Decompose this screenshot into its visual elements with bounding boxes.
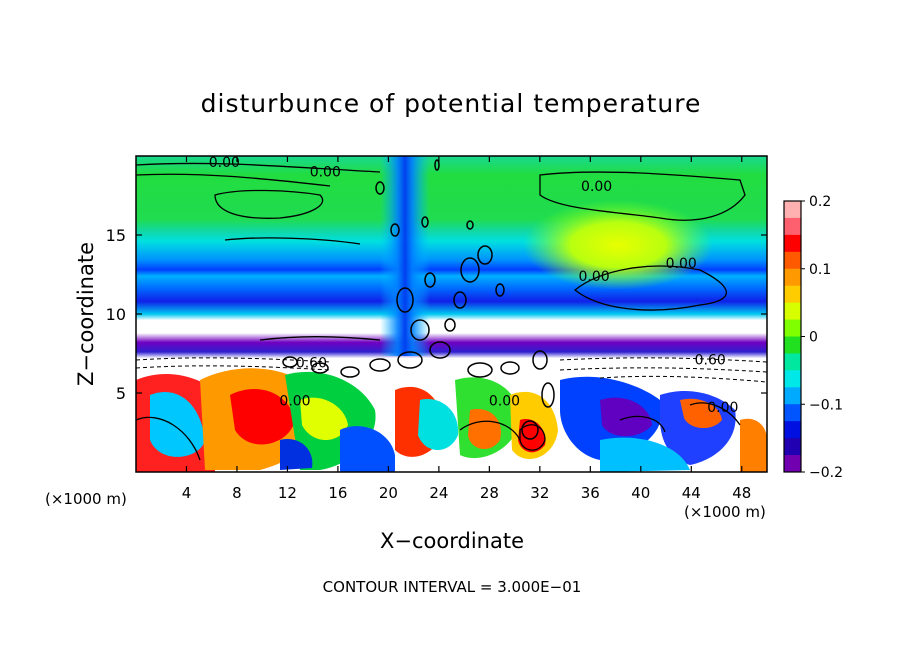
x-unit-right: (×1000 m)	[684, 503, 766, 521]
turbulent-contour-clusters	[282, 159, 555, 440]
contour-label: 0.00	[579, 269, 610, 285]
colorbar-tick-label: 0.2	[809, 194, 831, 210]
x-tick-label: 48	[732, 484, 751, 502]
colorbar-swatch	[784, 285, 801, 304]
colorbar-swatch	[784, 251, 801, 270]
dashed-contours	[136, 357, 767, 383]
x-unit-left: (×1000 m)	[45, 490, 127, 508]
contour-label: 0.00	[666, 256, 697, 272]
contour-label: 0.00	[279, 394, 310, 410]
y-axis-label: Z−coordinate	[74, 242, 98, 386]
contour-label: 0.00	[310, 165, 341, 181]
x-tick-label: 4	[182, 484, 192, 502]
colorbar-swatch	[784, 268, 801, 287]
x-axis-label: X−coordinate	[380, 529, 524, 553]
x-tick-label: 12	[278, 484, 297, 502]
y-tick-label: 10	[106, 305, 126, 324]
contour-interval-note: CONTOUR INTERVAL = 3.000E−01	[323, 578, 582, 596]
colorbar-swatch	[784, 404, 801, 422]
x-tick-label: 16	[328, 484, 347, 502]
contour-label: 0.00	[489, 394, 520, 410]
tick-marks	[136, 156, 767, 472]
colorbar-tick-label: −0.2	[809, 465, 843, 481]
x-tick-label: 40	[631, 484, 650, 502]
colorbar-swatch	[784, 234, 801, 253]
colorbar-swatch	[784, 353, 801, 371]
colorbar-swatch	[784, 217, 801, 236]
x-tick-label: 32	[530, 484, 549, 502]
y-tick-label: 5	[116, 384, 126, 403]
colorbar-swatch	[784, 370, 801, 388]
colorbar-tick-label: −0.1	[809, 397, 843, 413]
colorbar-swatch	[784, 455, 801, 473]
colorbar-tick-label: 0.1	[809, 262, 831, 278]
contour-label: 0.60	[296, 356, 327, 372]
contour-lines	[136, 162, 746, 461]
colorbar	[784, 201, 801, 473]
colorbar-labels: 0.2 0.1 0 −0.1 −0.2	[801, 194, 843, 481]
contour-label: 0.60	[695, 353, 726, 369]
heatmap-field: 0.00 0.00 0.00 0.00 0.00 0.60 0.00 0.00 0.60 0.00	[136, 155, 767, 472]
contour-label-layer: 0.00 0.00 0.00 0.00 0.00 0.60 0.00 0.00 0.60 0.00	[209, 155, 739, 416]
colorbar-swatch	[784, 319, 801, 337]
lower-turbulent-layer	[136, 368, 767, 472]
contour-label: 0.00	[581, 179, 612, 195]
chart-title: disturbunce of potential temperature	[201, 89, 702, 118]
colorbar-swatch	[784, 421, 801, 439]
colorbar-swatch	[784, 387, 801, 405]
x-tick-label: 36	[581, 484, 600, 502]
colorbar-swatch	[784, 302, 801, 321]
colorbar-swatch	[784, 201, 801, 219]
x-tick-label: 20	[379, 484, 398, 502]
contour-label: 0.00	[209, 155, 240, 171]
colorbar-swatch	[784, 438, 801, 456]
x-tick-label: 24	[429, 484, 448, 502]
x-tick-labels: 4 8 12 16 20 24 28 32 36 40 44 48	[182, 484, 752, 502]
x-tick-label: 8	[232, 484, 242, 502]
colorbar-tick-label: 0	[809, 330, 818, 346]
contour-label: 0.00	[707, 400, 738, 416]
x-tick-label: 28	[480, 484, 499, 502]
colorbar-swatch	[784, 336, 801, 354]
x-tick-label: 44	[682, 484, 701, 502]
y-tick-labels: 5 10 15	[106, 226, 126, 403]
y-tick-label: 15	[106, 226, 126, 245]
